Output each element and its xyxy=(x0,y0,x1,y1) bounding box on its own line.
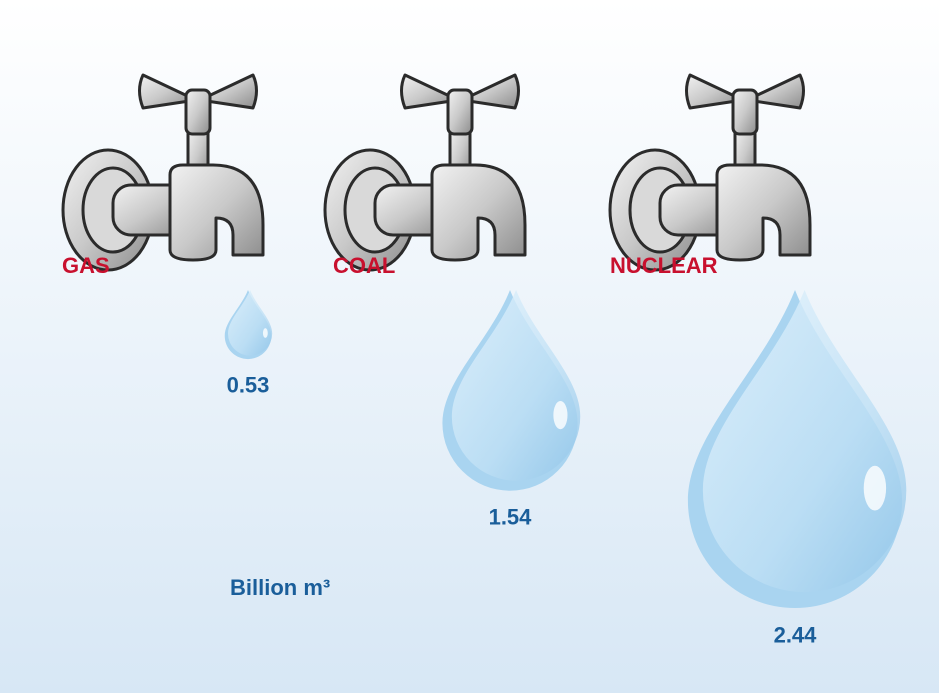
drop-highlight xyxy=(864,466,886,511)
drop-highlight xyxy=(553,401,567,429)
unit-label: Billion m³ xyxy=(230,575,330,600)
value-label: 2.44 xyxy=(774,623,818,648)
chart: Billion m³ GAS 0.53 COAL 1.54 NUCLEAR 2.44 xyxy=(0,0,939,693)
value-label: 1.54 xyxy=(489,505,533,530)
category-label: COAL xyxy=(333,253,395,278)
value-label: 0.53 xyxy=(227,372,270,397)
category-label: NUCLEAR xyxy=(610,253,718,278)
drop-highlight xyxy=(263,328,268,338)
category-label: GAS xyxy=(62,253,110,278)
